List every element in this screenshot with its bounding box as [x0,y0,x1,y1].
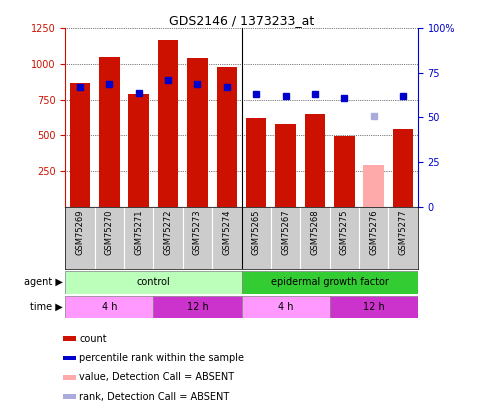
Bar [158,40,178,207]
Bar [70,83,90,207]
Title: GDS2146 / 1373233_at: GDS2146 / 1373233_at [169,14,314,27]
Text: rank, Detection Call = ABSENT: rank, Detection Call = ABSENT [79,392,229,402]
Text: control: control [137,277,170,288]
Text: GSM75275: GSM75275 [340,210,349,255]
Text: GSM75276: GSM75276 [369,210,378,255]
Text: GSM75268: GSM75268 [311,210,319,255]
Bar [329,296,418,318]
Bar [63,336,76,341]
Text: GSM75267: GSM75267 [281,210,290,255]
Bar [334,136,355,207]
Text: 12 h: 12 h [186,302,208,312]
Bar [242,271,418,294]
Text: GSM75274: GSM75274 [222,210,231,255]
Bar [216,67,237,207]
Bar [65,296,154,318]
Text: GSM75271: GSM75271 [134,210,143,255]
Bar [99,57,120,207]
Bar [393,129,413,207]
Bar [128,94,149,207]
Text: GSM75277: GSM75277 [398,210,408,255]
Bar [187,58,208,207]
Text: 4 h: 4 h [278,302,293,312]
Bar [242,296,330,318]
Text: time ▶: time ▶ [30,302,63,312]
Bar [275,124,296,207]
Bar [246,118,267,207]
Text: count: count [79,334,107,343]
Text: percentile rank within the sample: percentile rank within the sample [79,353,244,363]
Text: 4 h: 4 h [101,302,117,312]
Text: GSM75269: GSM75269 [75,210,85,255]
Bar [63,356,76,360]
Text: GSM75265: GSM75265 [252,210,261,255]
Bar [63,375,76,380]
Bar [154,296,242,318]
Text: value, Detection Call = ABSENT: value, Detection Call = ABSENT [79,373,234,382]
Text: 12 h: 12 h [363,302,384,312]
Bar [65,271,242,294]
Bar [63,394,76,399]
Text: agent ▶: agent ▶ [24,277,63,288]
Text: GSM75270: GSM75270 [105,210,114,255]
Text: epidermal growth factor: epidermal growth factor [270,277,389,288]
Text: GSM75272: GSM75272 [164,210,172,255]
Text: GSM75273: GSM75273 [193,210,202,255]
Bar [305,114,325,207]
Bar [363,165,384,207]
